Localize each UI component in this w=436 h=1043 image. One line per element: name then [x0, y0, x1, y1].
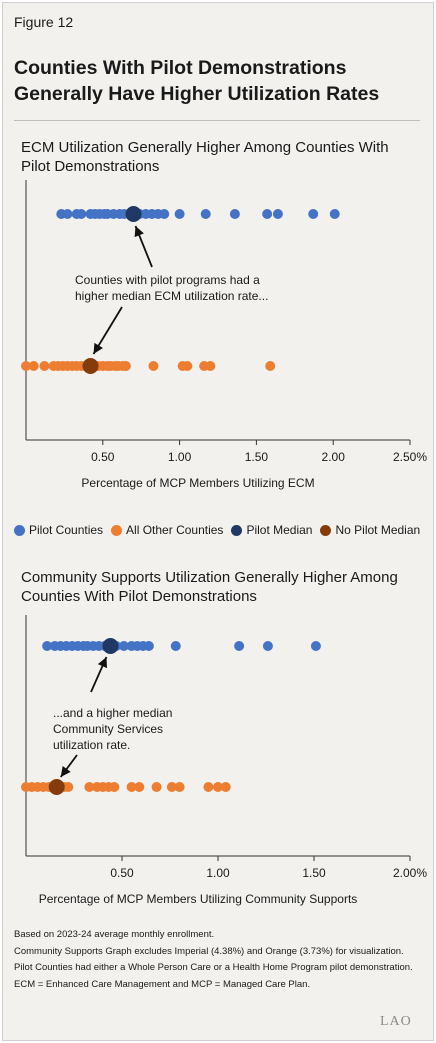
x-tick-label: 1.00 [168, 450, 192, 464]
figure-title: Counties With Pilot Demonstrations Gener… [14, 57, 380, 105]
legend-swatch [231, 524, 243, 536]
legend-swatch [14, 524, 25, 536]
no-pilot-median-point [82, 358, 99, 374]
legend-label: No Pilot Median [335, 523, 421, 537]
pilot-county-point [200, 209, 211, 219]
pilot-county-point [76, 209, 87, 219]
other-county-point [39, 361, 50, 371]
legend-item-pilot-median: Pilot Median [231, 523, 312, 537]
other-county-point [166, 782, 177, 792]
legend-item-pilot-counties: Pilot Counties [14, 523, 103, 537]
other-county-point [126, 782, 137, 792]
x-tick-label: 1.00 [206, 866, 230, 880]
chart-community-supports: 0.50 1.00 1.50 2.00% Percentage of MCP Membe… [21, 615, 427, 906]
annotation-arrowhead [60, 765, 71, 777]
annotation-text: ...and a higher median Community Services… [53, 706, 172, 752]
pilot-county-point [174, 209, 185, 219]
other-county-point [21, 361, 31, 371]
chart-cs-title: Community Supports Utilization Generally… [21, 569, 398, 605]
figure-label: Figure 12 [14, 14, 74, 30]
pilot-median-point [125, 206, 142, 222]
x-tick-label: 0.50 [110, 866, 134, 880]
pilot-county-point [143, 641, 154, 651]
other-county-point [109, 782, 120, 792]
pilot-county-point [170, 641, 181, 651]
other-county-point [182, 361, 193, 371]
note-acronyms: ECM = Enhanced Care Management and MCP =… [14, 978, 311, 990]
legend: Pilot Counties All Other Counties Pilot … [14, 523, 428, 537]
other-county-point [120, 361, 131, 371]
annotation-arrowhead [134, 226, 144, 238]
other-county-point [220, 782, 231, 792]
other-county-point [148, 361, 159, 371]
other-county-point [213, 782, 223, 792]
pilot-county-point [262, 209, 273, 219]
pilot-county-point [308, 209, 319, 219]
legend-label: Pilot Median [246, 523, 313, 537]
other-county-point [134, 782, 145, 792]
other-county-point [203, 782, 214, 792]
note-pilot-definition: Pilot Counties had either a Whole Person… [14, 962, 413, 973]
note-exclusions: Community Supports Graph excludes Imperi… [14, 945, 404, 957]
x-tick-label: 2.00% [393, 866, 427, 880]
notes: Based on 2023-24 average monthly enrollm… [14, 929, 414, 995]
pilot-county-point [272, 209, 283, 219]
chart-ecm: 0.50 1.00 1.50 2.00 2.50% Percentage of MCP M… [21, 180, 427, 490]
pilot-county-point [329, 209, 340, 219]
other-county-point [84, 782, 95, 792]
legend-label: All Other Counties [126, 523, 224, 537]
pilot-county-point [42, 641, 53, 651]
annotation-text: Counties with pilot programs had a higher… [75, 273, 268, 303]
pilot-county-point [159, 209, 170, 219]
pilot-county-point [262, 641, 273, 651]
other-county-point [28, 361, 39, 371]
annotation-arrowhead [93, 342, 103, 354]
x-axis-title: Percentage of MCP Members Utilizing ECM [81, 476, 314, 490]
pilot-median-point [102, 638, 119, 654]
x-tick-label: 2.00 [322, 450, 346, 464]
other-county-point [265, 361, 276, 371]
other-county-point [151, 782, 162, 792]
x-tick-label: 1.50 [302, 866, 326, 880]
other-county-point [63, 782, 74, 792]
chart-ecm-title: ECM Utilization Generally Higher Among C… [21, 139, 389, 175]
pilot-county-point [229, 209, 240, 219]
x-axis-title: Percentage of MCP Members Utilizing Comm… [39, 892, 358, 906]
other-county-point [205, 361, 216, 371]
x-tick-label: 1.50 [245, 450, 269, 464]
legend-swatch [320, 524, 332, 536]
note-enrollment: Based on 2023-24 average monthly enrollm… [14, 929, 215, 940]
no-pilot-median-point [48, 779, 65, 795]
x-tick-label: 2.50% [393, 450, 427, 464]
pilot-county-point [118, 641, 129, 651]
pilot-county-point [310, 641, 321, 651]
annotation-arrowhead [97, 657, 108, 669]
title-divider [14, 120, 420, 121]
legend-swatch [111, 524, 123, 536]
legend-label: Pilot Counties [29, 523, 104, 537]
pilot-county-point [234, 641, 245, 651]
legend-item-no-pilot-median: No Pilot Median [320, 523, 420, 537]
pilot-county-point [62, 209, 73, 219]
x-tick-label: 0.50 [91, 450, 115, 464]
legend-item-other-counties: All Other Counties [111, 523, 223, 537]
other-county-point [174, 782, 185, 792]
lao-logo: LAO [380, 1014, 412, 1029]
